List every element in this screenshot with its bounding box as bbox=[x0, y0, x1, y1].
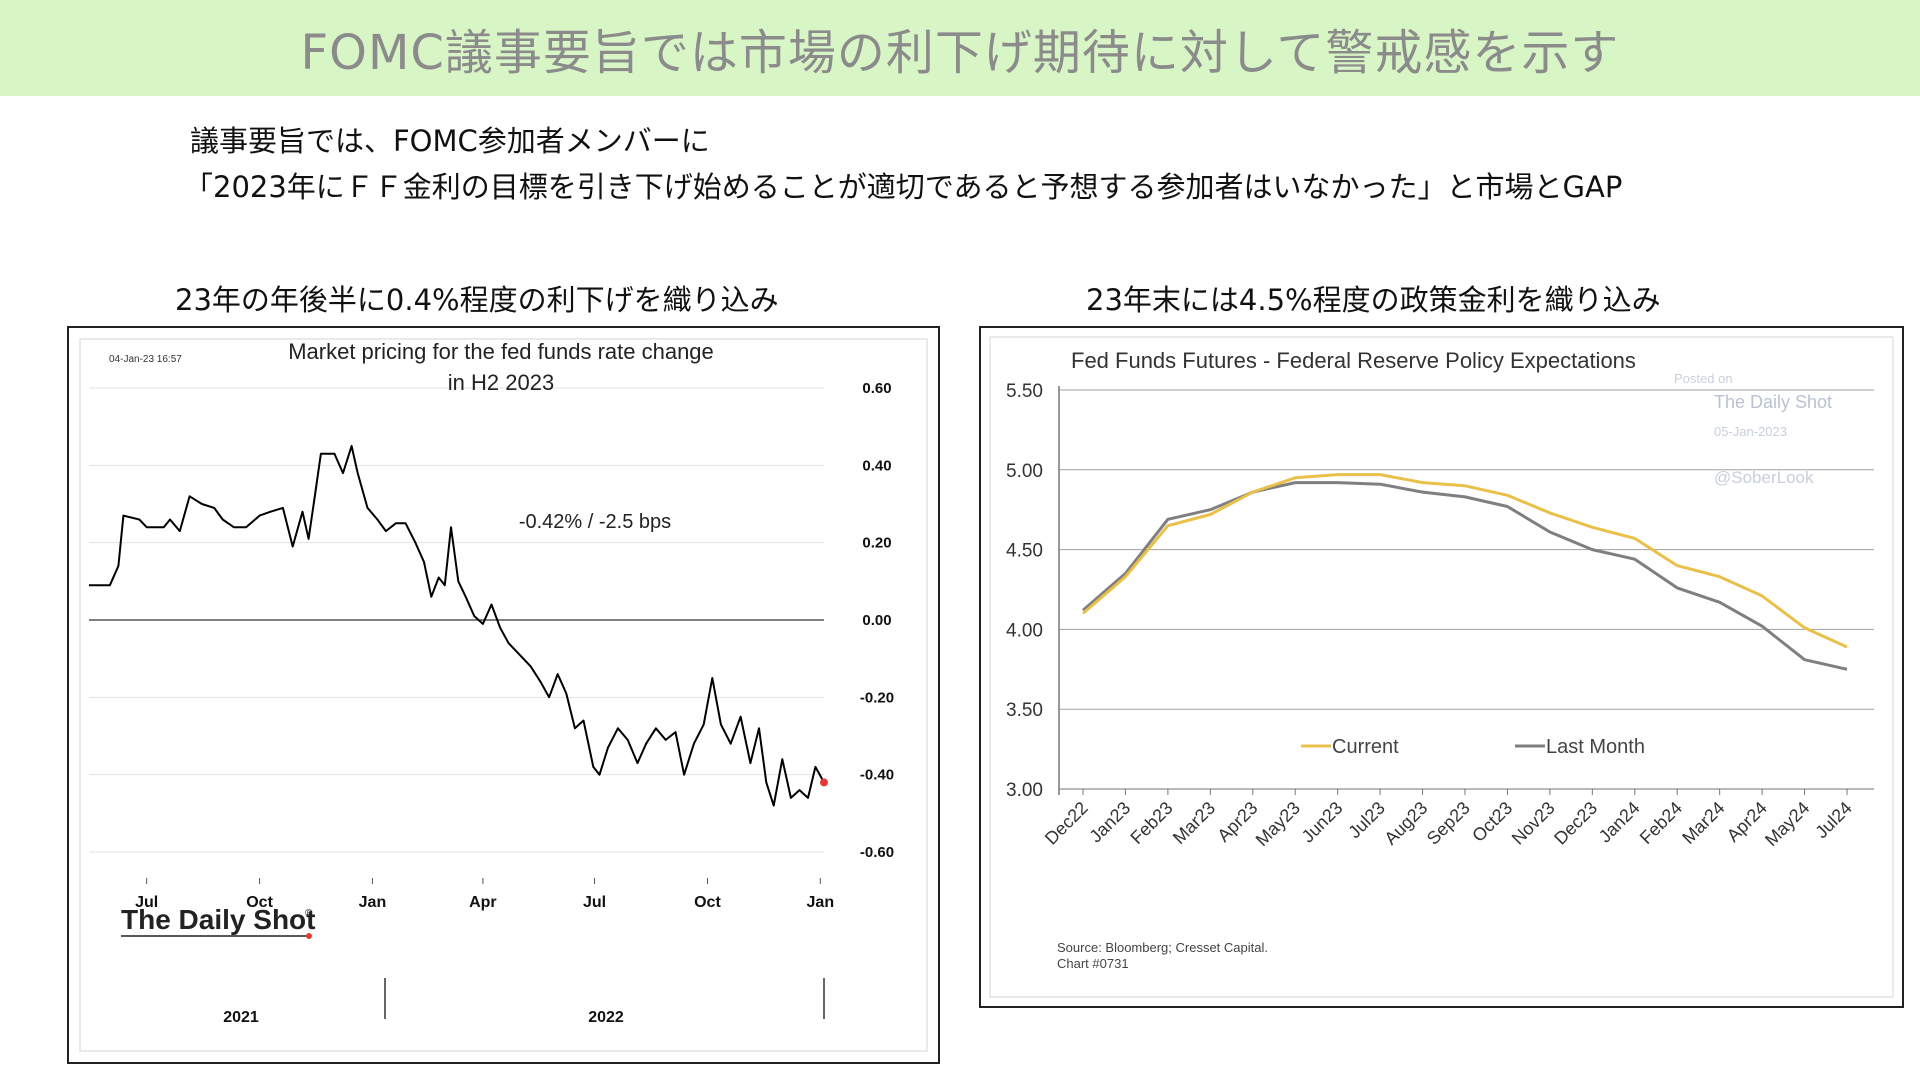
right-x-tick-label: Jun23 bbox=[1298, 798, 1347, 847]
left-last-point-marker bbox=[820, 778, 828, 787]
right-y-tick-label: 5.50 bbox=[1006, 381, 1043, 402]
left-chart-annotation: -0.42% / -2.5 bps bbox=[519, 511, 671, 533]
legend-label-current: Current bbox=[1332, 736, 1399, 758]
title-banner: FOMC議事要旨では市場の利下げ期待に対して警戒感を示す bbox=[0, 0, 1920, 96]
left-chart-inner-border bbox=[79, 338, 928, 1052]
source-note: Source: Bloomberg; Cresset Capital. bbox=[1057, 940, 1268, 955]
left-chart-caption: 23年の年後半に0.4%程度の利下げを織り込み bbox=[175, 283, 779, 317]
right-x-tick-label: May23 bbox=[1252, 798, 1304, 850]
right-chart-title: Fed Funds Futures - Federal Reserve Poli… bbox=[1071, 348, 1636, 373]
left-chart-title-line-1: Market pricing for the fed funds rate ch… bbox=[288, 339, 714, 364]
left-x-tick-label: Jan bbox=[807, 894, 835, 911]
left-y-tick-label: 0.00 bbox=[862, 612, 891, 629]
daily-shot-logo: The Daily Shot ® bbox=[121, 904, 315, 939]
right-x-tick-label: Nov23 bbox=[1508, 798, 1559, 849]
watermark-line-2: The Daily Shot bbox=[1714, 392, 1832, 412]
watermark-line-1: Posted on bbox=[1674, 371, 1733, 386]
right-x-tick-label: Aug23 bbox=[1380, 798, 1431, 849]
right-x-tick-label: Jan23 bbox=[1085, 798, 1134, 847]
right-x-tick-label: Feb24 bbox=[1636, 798, 1686, 848]
right-chart-inner-border bbox=[989, 336, 1894, 998]
right-x-tick-label: Mar23 bbox=[1169, 798, 1219, 848]
right-x-tick-label: Mar24 bbox=[1678, 798, 1728, 848]
series-line-last-month bbox=[1082, 481, 1848, 671]
right-x-tick-label: May24 bbox=[1761, 798, 1813, 850]
right-chart-frame: Fed Funds Futures - Federal Reserve Poli… bbox=[979, 326, 1904, 1008]
right-x-tick-label: Jan24 bbox=[1595, 798, 1644, 847]
right-x-tick-label: Sep23 bbox=[1423, 798, 1474, 849]
watermark: Posted on The Daily Shot 05-Jan-2023 @So… bbox=[1674, 371, 1832, 487]
left-series-line bbox=[89, 445, 825, 807]
left-y-tick-label: -0.60 bbox=[860, 844, 894, 861]
left-y-tick-label: -0.40 bbox=[860, 767, 894, 784]
right-chart-caption: 23年末には4.5%程度の政策金利を織り込み bbox=[1086, 283, 1661, 317]
intro-line-1: 議事要旨では、FOMC参加者メンバーに bbox=[190, 124, 710, 158]
intro-text: 議事要旨では、FOMC参加者メンバーに 「2023年にＦＦ金利の目標を引き下げ始… bbox=[184, 118, 1622, 210]
logo-dot bbox=[306, 933, 312, 939]
right-x-tick-label: Dec22 bbox=[1041, 798, 1092, 849]
chart-number: Chart #0731 bbox=[1057, 956, 1129, 971]
left-y-tick-label: 0.20 bbox=[862, 535, 891, 552]
page-title: FOMC議事要旨では市場の利下げ期待に対して警戒感を示す bbox=[300, 25, 1620, 81]
left-x-tick-label: Oct bbox=[694, 894, 721, 911]
right-y-tick-label: 3.00 bbox=[1006, 780, 1043, 801]
watermark-line-4: @SoberLook bbox=[1714, 468, 1814, 487]
left-x-tick-label: Apr bbox=[469, 894, 497, 911]
logo-registered-mark: ® bbox=[305, 908, 313, 919]
right-chart: Fed Funds Futures - Federal Reserve Poli… bbox=[989, 336, 1894, 998]
right-x-tick-label: Oct23 bbox=[1468, 798, 1516, 846]
left-x-tick-label: Jan bbox=[359, 894, 387, 911]
year-label-2021: 2021 bbox=[223, 1009, 259, 1026]
right-x-tick-label: Dec23 bbox=[1550, 798, 1601, 849]
intro-line-2: 「2023年にＦＦ金利の目標を引き下げ始めることが適切であると予想する参加者はい… bbox=[184, 170, 1623, 204]
left-y-tick-label: -0.20 bbox=[860, 689, 894, 706]
left-chart-title-line-2: in H2 2023 bbox=[448, 370, 554, 395]
logo-text: The Daily Shot bbox=[121, 904, 315, 935]
right-y-tick-label: 3.50 bbox=[1006, 700, 1043, 721]
right-y-tick-label: 4.00 bbox=[1006, 620, 1043, 641]
right-x-tick-label: Jul24 bbox=[1811, 798, 1856, 843]
watermark-line-3: 05-Jan-2023 bbox=[1714, 424, 1787, 439]
right-chart-legend: Current Last Month bbox=[1301, 736, 1645, 758]
left-y-tick-label: 0.60 bbox=[862, 380, 891, 397]
year-label-2022: 2022 bbox=[588, 1009, 624, 1026]
left-x-tick-label: Jul bbox=[135, 894, 158, 911]
right-x-tick-label: Feb23 bbox=[1126, 798, 1176, 848]
right-y-tick-label: 4.50 bbox=[1006, 541, 1043, 562]
left-chart: 0.60 0.40 0.20 0.00 -0.20 -0.40 -0.60 Jul Oct Ja… bbox=[79, 338, 928, 1052]
legend-label-last-month: Last Month bbox=[1546, 736, 1645, 758]
series-line-current bbox=[1082, 473, 1848, 649]
left-y-tick-label: 0.40 bbox=[862, 457, 891, 474]
left-x-tick-label: Oct bbox=[246, 894, 273, 911]
right-y-tick-label: 5.00 bbox=[1006, 461, 1043, 482]
left-chart-frame: 0.60 0.40 0.20 0.00 -0.20 -0.40 -0.60 Jul Oct Ja… bbox=[67, 326, 940, 1064]
left-x-tick-label: Jul bbox=[583, 894, 606, 911]
left-chart-timestamp: 04-Jan-23 16:57 bbox=[109, 354, 182, 365]
